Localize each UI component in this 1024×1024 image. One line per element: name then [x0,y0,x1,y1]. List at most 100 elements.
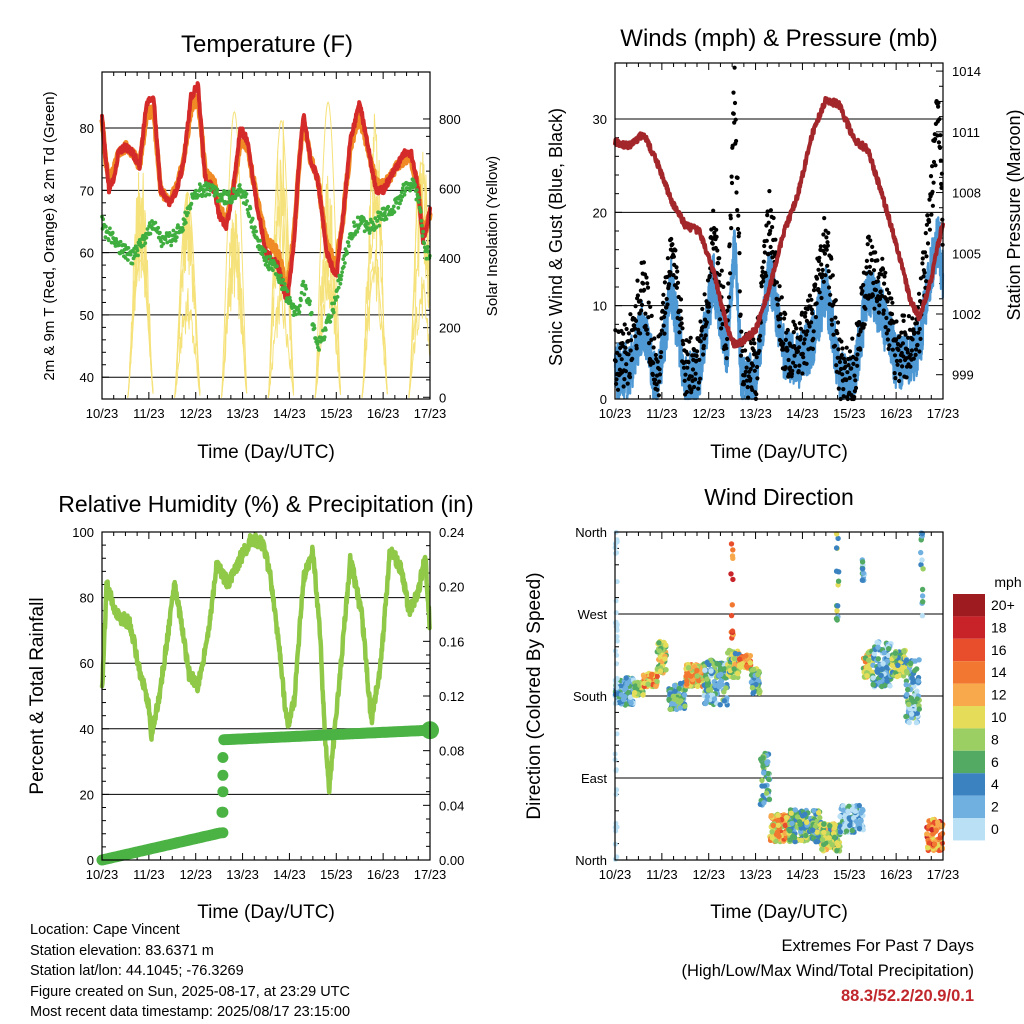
y2-axis-label: Station Pressure (Maroon) [1004,109,1024,320]
wind-direction-point [766,777,771,782]
gust-point [658,367,662,371]
gust-point [838,360,842,364]
dewpoint-point [352,220,356,224]
wind-direction-point [795,814,800,819]
dewpoint-point [245,199,249,203]
y-tick-label: 10 [593,299,607,314]
gust-point [652,345,656,349]
wind-direction-point [834,608,839,613]
wind-direction-point [917,706,922,711]
gust-point [930,190,934,194]
gust-point [751,364,755,368]
wind-direction-point [837,814,842,819]
gust-point [679,309,683,313]
gust-point [694,372,698,376]
gust-point [900,364,904,368]
wind-direction-point [733,651,738,656]
gust-point [696,387,700,391]
x-tick-label: 12/23 [692,406,725,421]
wind-direction-point [767,797,772,802]
wind-direction-point [730,556,735,561]
gust-point [850,337,854,341]
dewpoint-point [323,335,327,339]
gust-point [697,380,701,384]
dewpoint-point [299,298,303,302]
gust-point [814,315,818,319]
wind-direction-point [718,702,723,707]
legend-label: 10 [991,709,1007,725]
wind-direction-point [797,819,802,824]
gust-point [674,265,678,269]
gust-point [840,346,844,350]
wind-direction-point [678,705,683,710]
gust-point [869,271,873,275]
wind-direction-point [769,813,774,818]
dewpoint-point [332,301,336,305]
gust-point [882,308,886,312]
gust-point [897,379,901,383]
wind-direction-point [925,845,930,850]
gust-point [777,324,781,328]
dewpoint-point [227,193,231,197]
dewpoint-point [161,242,165,246]
wind-direction-point [776,823,781,828]
dewpoint-point [251,217,255,221]
gust-point [675,269,679,273]
wind-direction-point [755,672,760,677]
gust-point [827,269,831,273]
dewpoint-point [271,268,275,272]
gust-point [681,342,685,346]
x-tick-label: 14/23 [273,867,306,882]
gust-point [734,118,738,122]
gust-point [623,322,627,326]
dewpoint-point [421,230,425,234]
wind-direction-point [906,702,911,707]
gust-point [661,293,665,297]
gust-point [778,284,782,288]
gust-point [915,343,919,347]
wind-direction-point [834,616,839,621]
gust-point [876,279,880,283]
gust-point [620,357,624,361]
gust-point [697,358,701,362]
legend-label: 4 [991,776,999,792]
gust-point [693,377,697,381]
gust-point [642,288,646,292]
wind-direction-point [910,680,915,685]
gust-point [793,364,797,368]
legend-swatch [953,728,985,750]
wind-direction-point [721,689,726,694]
wind-direction-point [844,828,849,833]
wind-direction-point [757,690,762,695]
dewpoint-point [398,202,402,206]
gust-point [873,250,877,254]
wind-direction-point [904,692,909,697]
wind-direction-point [903,714,908,719]
dewpoint-point [263,249,267,253]
y-tick-label: 0 [600,392,607,407]
gust-point [810,308,814,312]
gust-point [725,337,729,341]
wind-direction-point [704,676,709,681]
gust-point [815,301,819,305]
gust-point [918,327,922,331]
wind-direction-point [880,661,885,666]
wind-direction-point [729,613,734,618]
gust-point [645,327,649,331]
y-tick-label: 40 [80,722,94,737]
y2-tick-label: 0.00 [439,853,464,868]
wind-direction-point [792,835,797,840]
gust-point [808,324,812,328]
gust-point [648,305,652,309]
y2-tick-label: 0 [439,390,446,405]
plot-frame [102,532,430,860]
y-tick-label: 80 [80,591,94,606]
gust-point [868,265,872,269]
gust-point [937,140,941,144]
dewpoint-point [345,251,349,255]
gust-point [931,204,935,208]
extremes-title: Extremes For Past 7 Days [681,934,974,959]
gust-point [621,332,625,336]
gust-point [716,261,720,265]
y2-tick-label: 0.16 [439,634,464,649]
